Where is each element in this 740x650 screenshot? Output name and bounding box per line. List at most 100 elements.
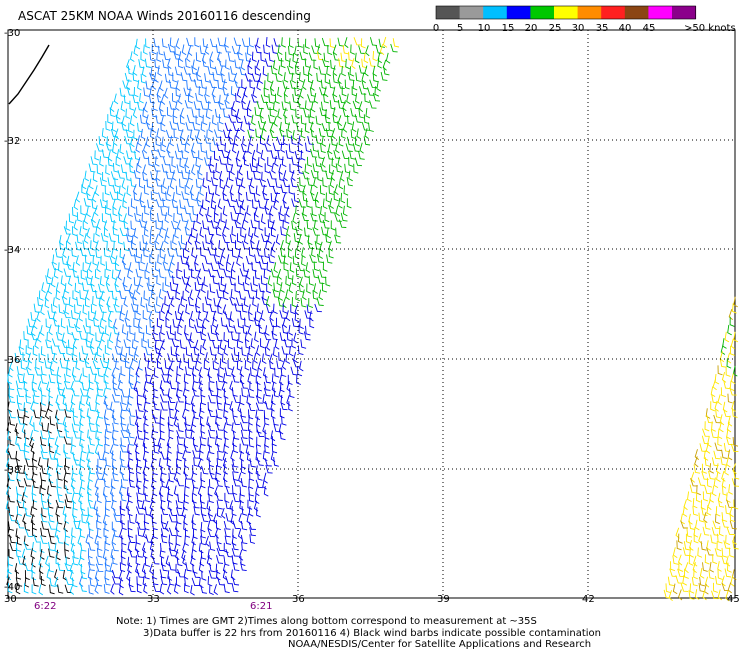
wind-barb (95, 577, 103, 587)
wind-barb (133, 86, 139, 98)
wind-barb (297, 100, 305, 109)
wind-barb (219, 339, 225, 351)
wind-barb (323, 52, 330, 63)
wind-barb (273, 199, 278, 210)
wind-barb (65, 402, 72, 412)
wind-barb (305, 325, 311, 336)
wind-barb (90, 218, 98, 228)
wind-barb (262, 290, 268, 301)
wind-barb (200, 247, 206, 257)
wind-barb (55, 331, 63, 341)
wind-barb (338, 58, 345, 68)
wind-barb (246, 352, 252, 364)
legend-swatch (506, 6, 531, 19)
wind-barb (195, 52, 202, 63)
wind-barb (259, 107, 264, 119)
wind-barb (135, 387, 143, 397)
wind-barb (133, 276, 140, 287)
wind-barb (361, 80, 369, 90)
wind-barb (153, 304, 161, 314)
wind-barb (390, 43, 398, 53)
wind-barb (332, 51, 340, 61)
wind-barb (95, 226, 100, 237)
wind-barb (121, 535, 127, 546)
wind-barb (727, 562, 732, 573)
wind-barb (687, 491, 692, 502)
wind-barb (240, 478, 247, 488)
wind-barb (222, 108, 229, 118)
wind-barb (96, 346, 102, 358)
wind-barb (213, 255, 221, 264)
wind-barb (287, 240, 292, 252)
wind-barb (305, 142, 311, 153)
wind-barb (179, 114, 186, 125)
wind-barb (231, 261, 236, 273)
wind-barb (75, 255, 81, 266)
wind-barb (184, 422, 192, 431)
wind-barb (82, 262, 88, 273)
wind-barb (200, 143, 206, 153)
wind-barb (354, 157, 363, 167)
wind-barb (351, 121, 357, 132)
wind-barb (224, 37, 229, 48)
wind-barb (16, 520, 25, 529)
wind-barb (154, 156, 160, 167)
wind-barb (62, 505, 68, 517)
wind-barb (355, 93, 360, 104)
wind-barb (177, 569, 185, 578)
wind-barb (136, 422, 143, 433)
wind-barb (207, 401, 213, 412)
wind-barb (82, 325, 91, 334)
wind-barb (711, 421, 716, 432)
wind-barb (253, 276, 259, 287)
wind-barb (61, 332, 67, 344)
wind-barb (79, 290, 85, 300)
wind-barb (264, 227, 270, 238)
wind-barb (254, 206, 259, 218)
wind-barb (119, 352, 126, 363)
wind-barb (41, 465, 48, 475)
wind-barb (137, 527, 144, 537)
wind-barb (720, 456, 727, 466)
wind-barb (216, 142, 224, 152)
wind-barb (152, 184, 158, 195)
wind-barb (116, 338, 121, 349)
wind-barb (363, 114, 370, 125)
wind-barb (325, 128, 333, 138)
wind-barb (104, 570, 110, 581)
wind-barb (88, 528, 94, 539)
wind-barb (114, 296, 120, 308)
wind-barb (208, 373, 215, 383)
wind-barb (368, 122, 374, 132)
wind-barb (187, 93, 193, 104)
wind-barb (212, 275, 219, 285)
wind-barb (25, 458, 33, 467)
wind-barb (66, 233, 71, 245)
wind-barb (217, 344, 223, 356)
wind-barb (140, 73, 146, 84)
wind-barb (256, 507, 261, 518)
wind-barb (717, 589, 723, 601)
wind-barb (168, 514, 177, 523)
wind-barb (207, 100, 213, 112)
wind-barb (105, 164, 110, 176)
wind-barb (240, 422, 248, 431)
wind-barb (150, 458, 156, 470)
wind-barb (32, 520, 37, 531)
wind-barb (726, 421, 732, 433)
wind-barb (8, 416, 16, 426)
wind-barb (167, 58, 172, 69)
wind-barb (285, 275, 291, 287)
wind-barb (304, 122, 310, 134)
wind-barb (105, 120, 111, 131)
wind-barb (267, 233, 272, 244)
wind-barb (322, 198, 328, 210)
wind-barb (103, 528, 109, 539)
wind-barb (232, 520, 240, 529)
wind-barb (55, 506, 60, 517)
wind-barbs-layer (5, 36, 740, 602)
wind-barb (232, 477, 241, 487)
wind-barb (155, 233, 160, 245)
wind-barb (66, 366, 71, 378)
wind-barb (223, 388, 229, 399)
